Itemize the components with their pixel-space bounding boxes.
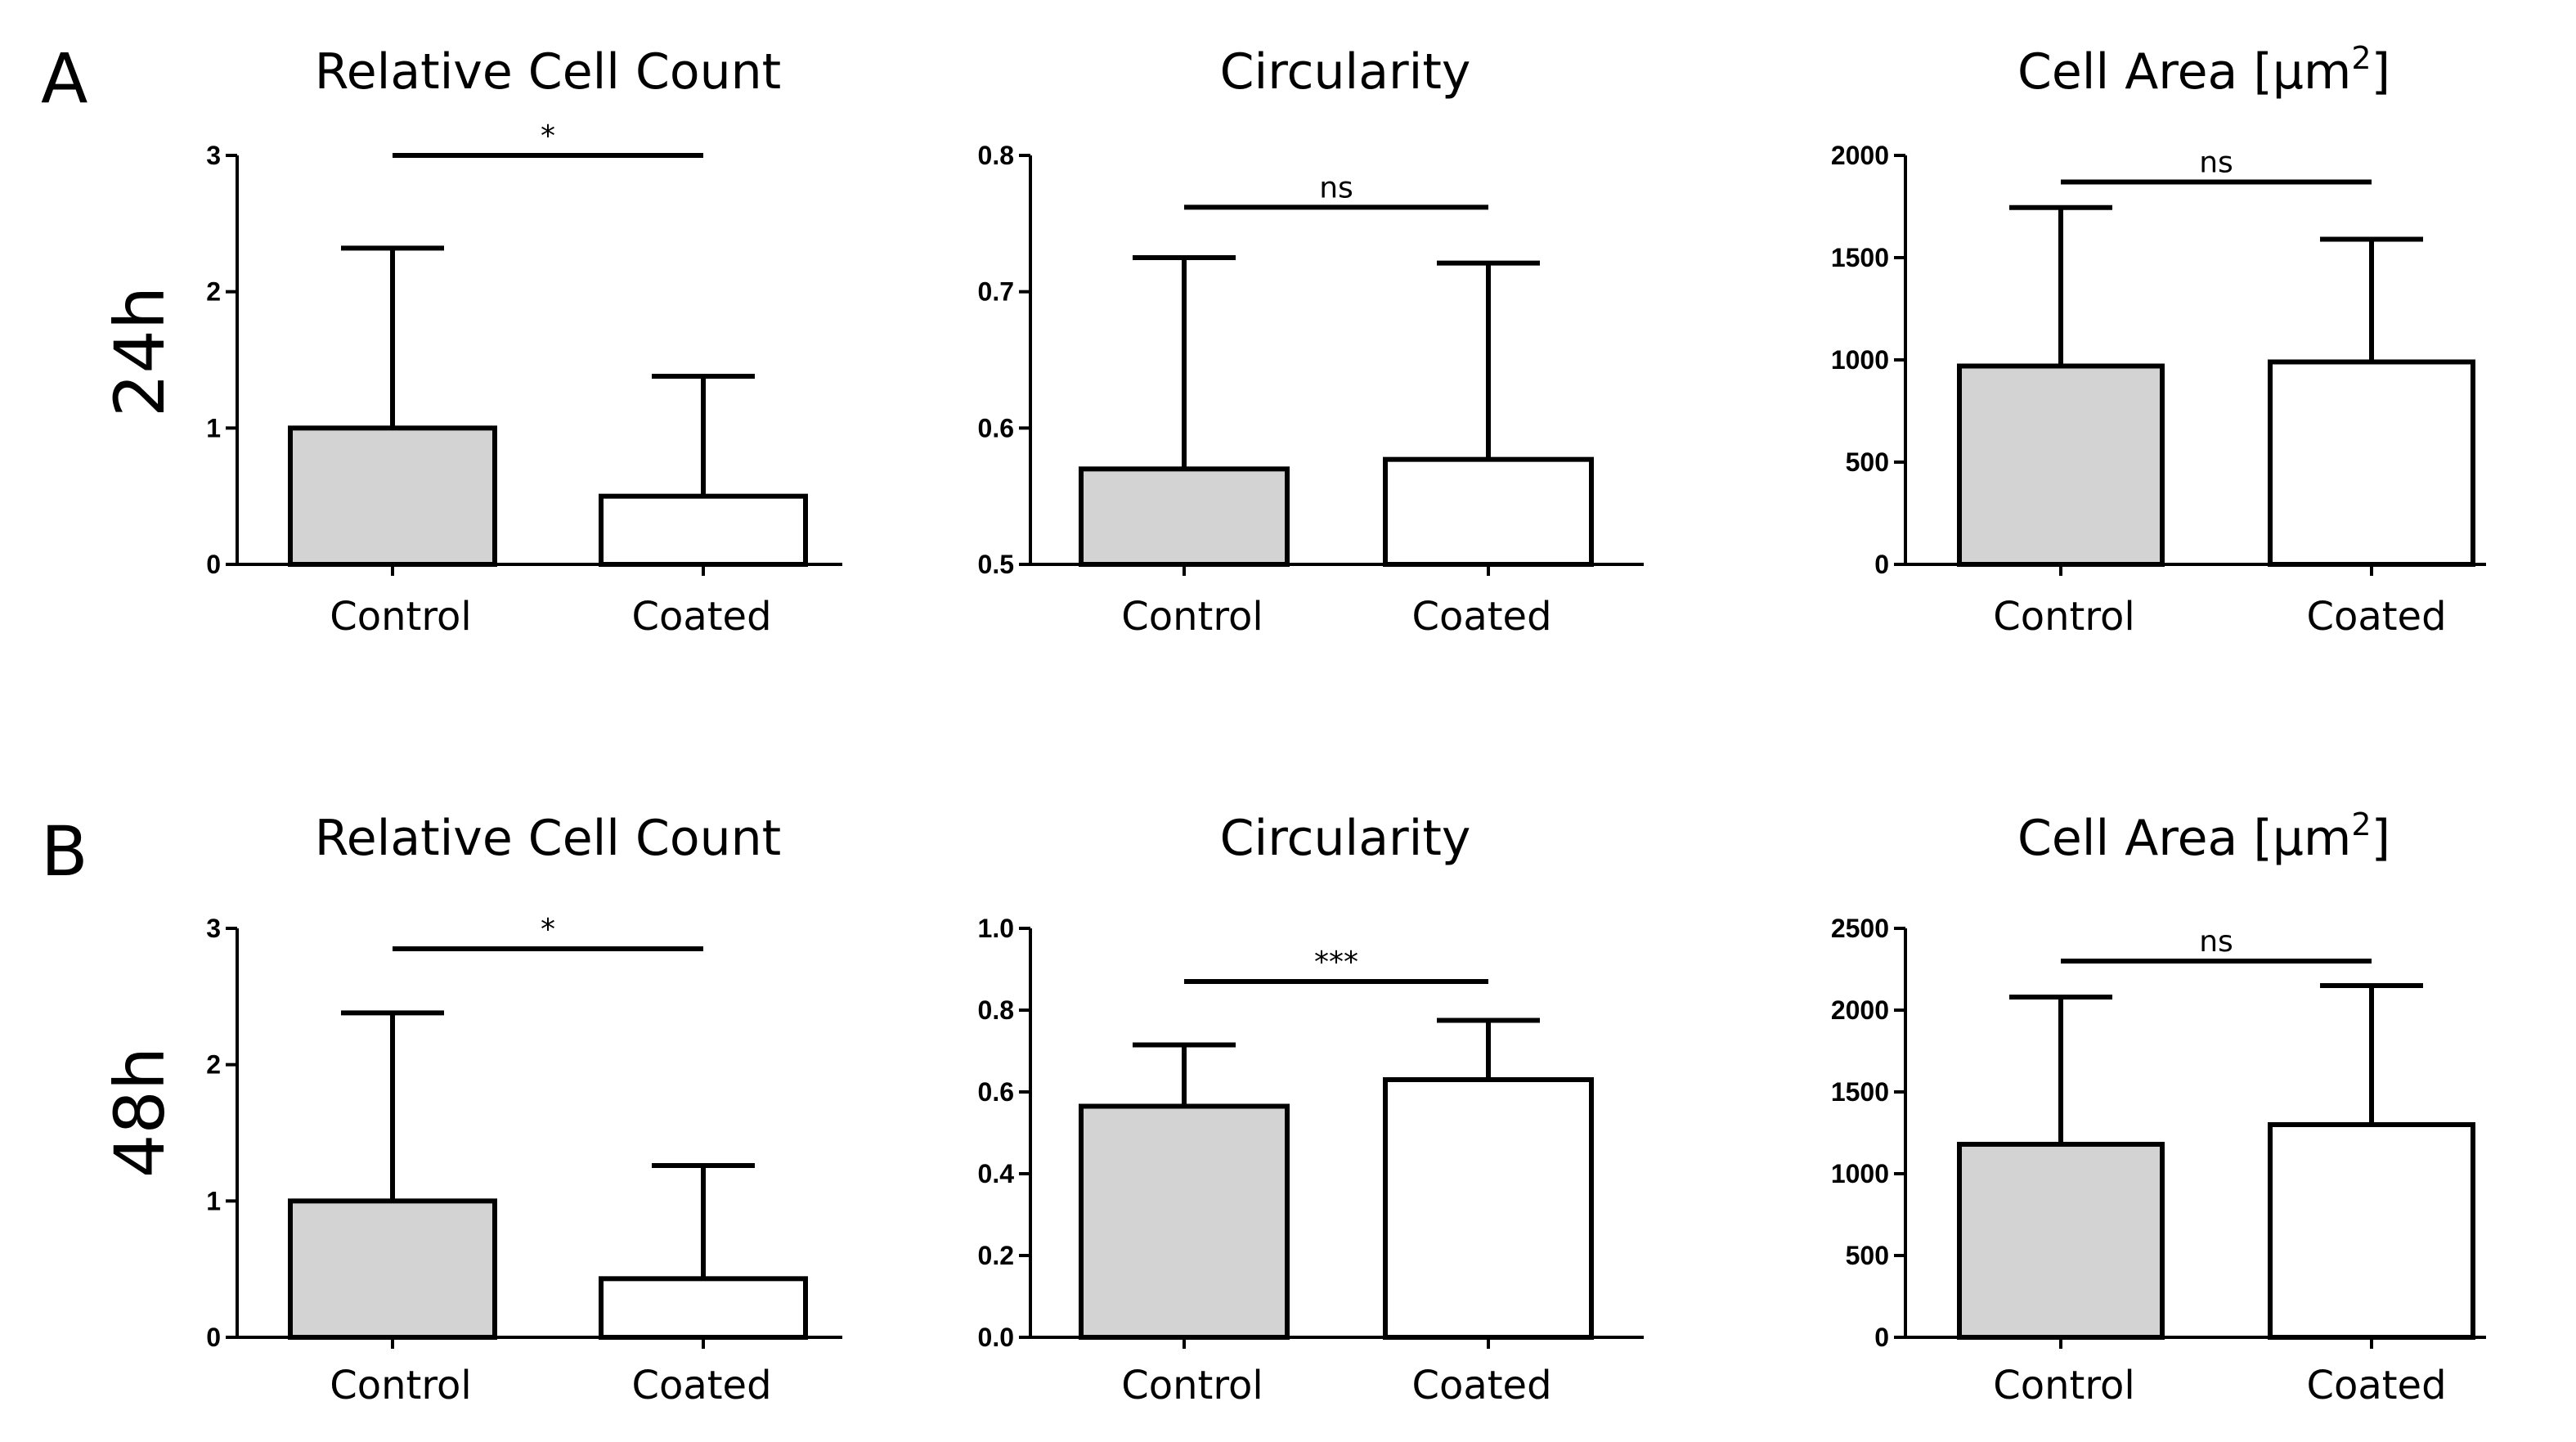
y-tick-label: 2000 (1831, 995, 1889, 1025)
y-tick-label: 500 (1846, 1241, 1889, 1270)
bar-coated (599, 1276, 808, 1341)
x-tick-label-coated: Coated (1411, 594, 1551, 640)
y-tick-label: 1500 (1831, 243, 1889, 272)
panel-letter-b: B (41, 811, 88, 892)
panel-letter-a: A (41, 38, 88, 119)
y-tick-label: 2 (206, 277, 221, 307)
y-tick-label: 0.6 (978, 413, 1014, 442)
chart-title: Cell Area [µm2] (2017, 40, 2390, 101)
chart-b-2: Circularity 0.0 0.2 0.4 0.6 0.8 1.0 Control Coat… (978, 810, 1644, 1408)
chart-title-text: Relative Cell Count (315, 810, 781, 867)
y-tick-label: 1.0 (978, 914, 1014, 943)
bar-coated (2268, 359, 2475, 567)
chart-a-1: Relative Cell Count 0 1 2 3 Control Coated * (206, 43, 842, 640)
bar-coated (599, 493, 808, 568)
y-tick-label: 2500 (1831, 914, 1889, 943)
x-tick-label-coated: Coated (2306, 594, 2446, 640)
row-label-24h: 24h (100, 286, 180, 417)
x-tick-label-control: Control (1993, 594, 2135, 640)
y-tick-label: 0.0 (978, 1323, 1014, 1352)
significance-label: * (541, 119, 555, 153)
chart-title-end: ] (2372, 43, 2390, 101)
bar-control (288, 1198, 497, 1341)
chart-title-superscript: 2 (2351, 40, 2371, 76)
significance-label: ns (2199, 925, 2233, 959)
y-tick-label: 3 (206, 914, 221, 943)
y-tick-label: 0.6 (978, 1077, 1014, 1107)
chart-b-3: Cell Area [µm2] 0 500 1000 1500 2000 2500 Contr… (1831, 806, 2486, 1408)
y-tick-label: 2000 (1831, 141, 1889, 170)
x-tick-label-coated: Coated (2306, 1363, 2446, 1408)
y-tick-label: 0 (206, 550, 221, 579)
x-tick-label-control: Control (1121, 594, 1263, 640)
chart-a-3: Cell Area [µm2] 0 500 1000 1500 2000 Control Co… (1831, 40, 2486, 640)
chart-title: Relative Cell Count (315, 43, 781, 101)
chart-a-2: Circularity 0.5 0.6 0.7 0.8 Control Coated ns (978, 43, 1644, 640)
y-tick-label: 0 (206, 1323, 221, 1352)
bar-coated (2268, 1122, 2475, 1340)
y-tick-label: 1000 (1831, 345, 1889, 375)
y-tick-label: 1 (206, 413, 221, 442)
chart-title-superscript: 2 (2351, 806, 2371, 842)
y-tick-label: 0.5 (978, 550, 1014, 579)
y-tick-label: 500 (1846, 447, 1889, 477)
y-tick-label: 1000 (1831, 1159, 1889, 1188)
chart-title-text: Relative Cell Count (315, 43, 781, 101)
x-tick-label-control: Control (330, 1363, 472, 1408)
y-tick-label: 0.8 (978, 995, 1014, 1025)
chart-title: Circularity (1220, 43, 1471, 101)
chart-title-text: Cell Area [µm (2017, 810, 2351, 867)
bar-control (1079, 1103, 1290, 1340)
row-label-48h: 48h (100, 1047, 180, 1178)
y-tick-label: 0 (1874, 550, 1889, 579)
bar-coated (1383, 1077, 1594, 1340)
x-tick-label-coated: Coated (1411, 1363, 1551, 1408)
bar-control (1957, 1142, 2165, 1340)
bar-control (1079, 466, 1290, 567)
chart-title-text: Circularity (1220, 810, 1471, 867)
chart-title-end: ] (2372, 810, 2390, 867)
chart-title: Circularity (1220, 810, 1471, 867)
bar-coated (1383, 456, 1594, 568)
x-tick-label-coated: Coated (631, 1363, 771, 1408)
y-tick-label: 0 (1874, 1323, 1889, 1352)
significance-label: *** (1314, 946, 1358, 979)
y-tick-label: 0.7 (978, 277, 1014, 307)
y-tick-label: 0.4 (978, 1159, 1015, 1188)
y-tick-label: 2 (206, 1050, 221, 1080)
y-tick-label: 0.8 (978, 141, 1014, 170)
x-tick-label-control: Control (1993, 1363, 2135, 1408)
bar-control (288, 425, 497, 567)
x-tick-label-coated: Coated (631, 594, 771, 640)
chart-title-text: Cell Area [µm (2017, 43, 2351, 101)
significance-label: ns (1319, 171, 1353, 204)
x-tick-label-control: Control (1121, 1363, 1263, 1408)
chart-title-text: Circularity (1220, 43, 1471, 101)
significance-label: ns (2199, 146, 2233, 180)
chart-title: Relative Cell Count (315, 810, 781, 867)
chart-title: Cell Area [µm2] (2017, 806, 2390, 867)
significance-label: * (541, 913, 555, 946)
x-tick-label-control: Control (330, 594, 472, 640)
y-tick-label: 1500 (1831, 1077, 1889, 1107)
bar-control (1957, 363, 2165, 567)
y-tick-label: 0.2 (978, 1241, 1014, 1270)
chart-b-1: Relative Cell Count 0 1 2 3 Control Coated * (206, 810, 842, 1408)
y-tick-label: 3 (206, 141, 221, 170)
y-tick-label: 1 (206, 1186, 221, 1215)
